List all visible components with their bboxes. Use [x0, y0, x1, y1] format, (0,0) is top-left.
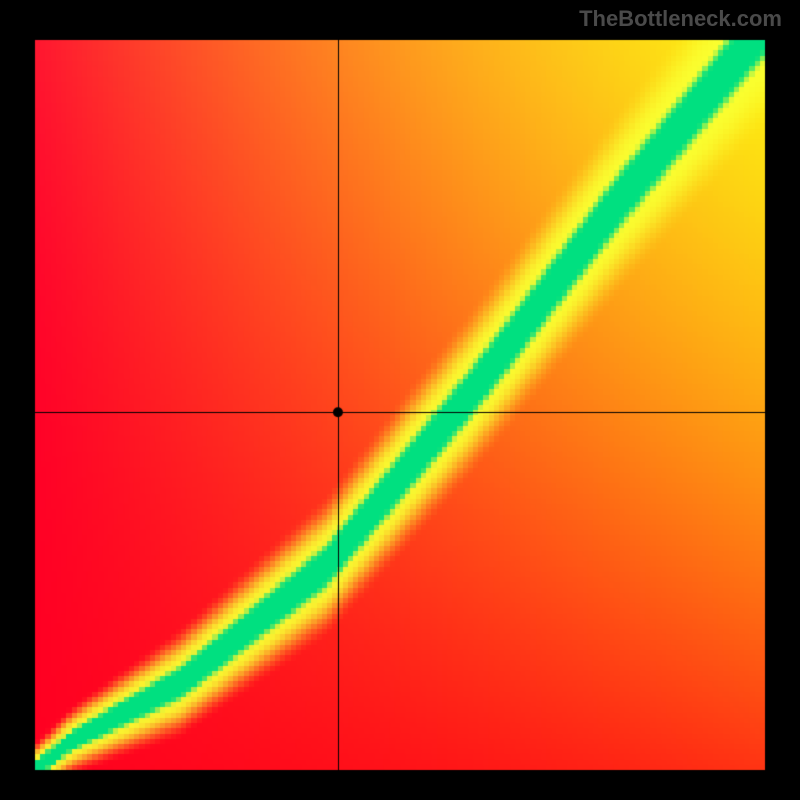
- heatmap-canvas: [0, 0, 800, 800]
- watermark-text: TheBottleneck.com: [579, 6, 782, 32]
- chart-container: TheBottleneck.com: [0, 0, 800, 800]
